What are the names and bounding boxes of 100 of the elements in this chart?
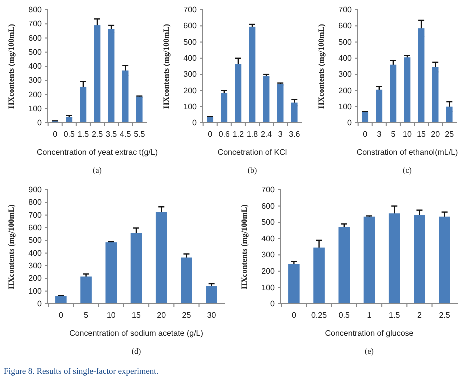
y-axis-title: HXcontents (mg/100mL): [7, 24, 16, 109]
x-tick-label: 0: [292, 311, 297, 320]
y-tick-label: 800: [28, 6, 43, 15]
y-tick-label: 300: [184, 70, 198, 80]
y-tick-label: 700: [262, 186, 276, 195]
text: (d): [132, 347, 142, 356]
bar: [439, 216, 450, 304]
bar: [418, 28, 425, 123]
x-tick-label: 5.5: [134, 130, 146, 139]
bar: [136, 96, 143, 123]
bar: [80, 276, 92, 304]
bar: [446, 106, 453, 123]
y-axis-title: HXcontents (mg/100mL): [7, 204, 16, 290]
x-tick-label: 1.2: [232, 130, 245, 139]
x-tick-label: 1.5: [389, 311, 401, 320]
x-tick-label: 1.5: [78, 130, 90, 139]
bar: [156, 212, 168, 304]
bar: [94, 26, 101, 123]
y-tick-label: 700: [28, 20, 43, 29]
x-tick-label: 3: [278, 130, 284, 139]
y-tick-label: 600: [28, 34, 43, 43]
y-tick-label: 0: [192, 118, 198, 128]
x-tick-label: 10: [403, 130, 412, 139]
bar: [388, 214, 400, 304]
bar: [263, 76, 270, 123]
y-tick-label: 100: [28, 286, 43, 296]
bar: [362, 112, 369, 123]
y-tick-label: 500: [184, 38, 198, 47]
caption: Figure 8. Results of single-factor experiment.: [4, 366, 159, 376]
x-tick-label: 10: [106, 311, 116, 320]
x-tick-label: 2: [417, 311, 422, 320]
bar: [249, 26, 256, 123]
y-tick-label: 300: [262, 250, 276, 260]
bar: [106, 242, 118, 304]
y-tick-label: 200: [262, 266, 276, 276]
bar: [122, 70, 129, 123]
x-tick-label: 0: [363, 130, 368, 139]
bar: [130, 233, 142, 304]
bar: [390, 64, 397, 123]
bar: [414, 215, 426, 304]
bar: [80, 86, 87, 123]
y-tick-label: 300: [28, 262, 43, 271]
x-tick-label: 25: [445, 130, 455, 139]
bar: [404, 58, 411, 123]
y-tick-label: 600: [338, 22, 353, 31]
bar: [338, 227, 350, 304]
x-axis-title: Concentration of yeat extrac t(g/L): [37, 148, 158, 157]
y-tick-label: 500: [28, 236, 43, 246]
y-tick-label: 400: [262, 234, 276, 244]
x-tick-label: 0: [53, 130, 58, 139]
x-tick-label: 25: [182, 311, 192, 320]
x-tick-label: 2.5: [439, 311, 451, 320]
y-tick-label: 0: [38, 118, 43, 128]
y-tick-label: 100: [262, 283, 276, 292]
x-tick-label: 20: [431, 130, 441, 139]
y-tick-label: 0: [270, 300, 276, 309]
y-tick-label: 500: [28, 48, 43, 57]
y-tick-label: 500: [262, 218, 276, 228]
y-tick-label: 100: [184, 102, 198, 112]
y-tick-label: 500: [338, 38, 353, 47]
bar: [56, 296, 67, 304]
y-tick-label: 600: [262, 202, 276, 211]
y-tick-label: 300: [28, 76, 43, 86]
x-axis-title: Concentration of glucose: [325, 329, 414, 338]
y-tick-label: 800: [28, 198, 43, 208]
y-tick-label: 600: [28, 224, 43, 233]
bar: [108, 29, 115, 123]
text: (e): [365, 347, 374, 356]
y-tick-label: 400: [184, 54, 198, 63]
y-tick-label: 200: [184, 86, 198, 96]
x-tick-label: 30: [207, 311, 217, 320]
bar: [288, 264, 300, 304]
y-tick-label: 0: [348, 118, 353, 128]
bar: [207, 117, 214, 123]
x-tick-label: 0.6: [218, 130, 231, 139]
x-tick-label: 15: [132, 311, 142, 320]
bar: [206, 286, 218, 304]
y-tick-label: 200: [28, 90, 43, 100]
bar: [376, 90, 383, 123]
y-tick-label: 700: [28, 210, 43, 220]
x-axis-title: Constration of ethanol(mL/L): [356, 148, 459, 157]
y-tick-label: 200: [338, 86, 353, 96]
x-tick-label: 15: [417, 130, 427, 139]
x-axis-title: Concetration of KCl: [218, 148, 288, 157]
x-tick-label: 0.5: [64, 130, 76, 139]
bar: [314, 248, 325, 304]
x-tick-label: 5: [391, 130, 396, 139]
y-tick-label: 0: [38, 300, 43, 309]
text: (b): [248, 166, 258, 175]
bar: [235, 64, 242, 123]
y-tick-label: 900: [28, 186, 43, 195]
y-tick-label: 200: [28, 274, 43, 284]
x-tick-label: 1: [367, 311, 372, 320]
text: (a): [93, 166, 102, 175]
x-tick-label: 3: [377, 130, 382, 139]
x-tick-label: 2.5: [92, 130, 104, 139]
x-tick-label: 0.25: [312, 311, 328, 320]
y-tick-label: 300: [338, 70, 353, 80]
x-tick-label: 4.5: [120, 130, 132, 139]
x-tick-label: 1.8: [246, 130, 259, 139]
